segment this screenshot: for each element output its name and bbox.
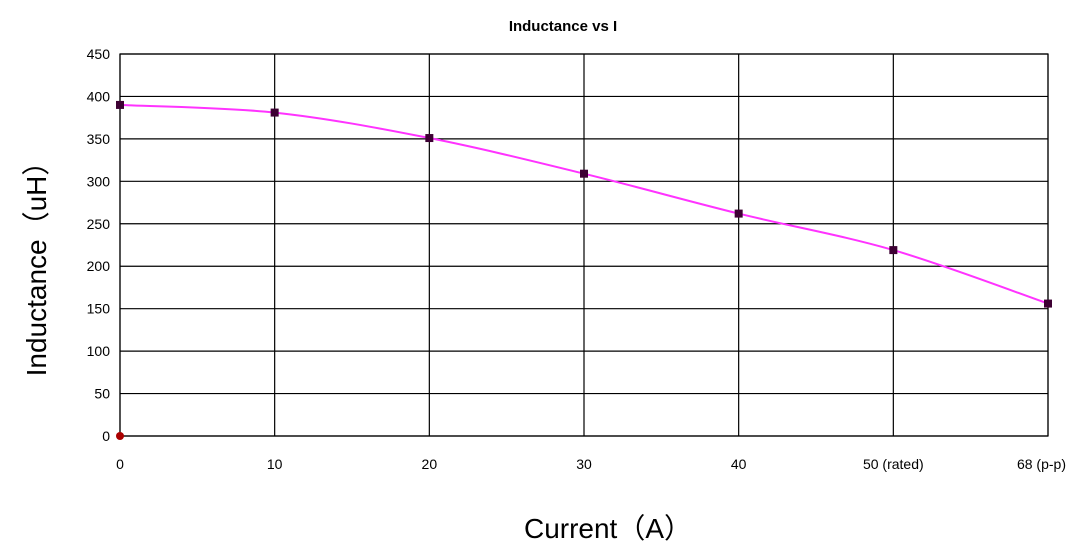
data-point-marker [889,246,898,255]
y-tick-label: 400 [87,88,111,104]
data-point-marker [1044,299,1052,308]
x-tick-label: 40 [731,456,747,472]
x-tick-labels: 0 10 20 30 40 50 (rated) 68 (p-p) [116,456,1066,472]
x-tick-label: 68 (p-p) [1017,456,1066,472]
plot-frame [119,53,1049,437]
x-tick-label: 50 (rated) [863,456,924,472]
data-point-marker [116,100,124,109]
y-tick-label: 200 [87,258,111,274]
y-tick-label: 0 [102,428,110,444]
x-tick-label: 20 [422,456,438,472]
y-tick-label: 250 [87,216,111,232]
chart-title: Inductance vs I [509,18,617,35]
data-point-marker [580,169,588,178]
y-tick-label: 450 [87,46,111,62]
origin-point-marker [116,432,124,440]
y-tick-label: 50 [94,386,110,402]
x-axis-label: Current（A） [524,513,692,541]
data-point-marker [734,209,743,218]
y-tick-labels: 0 50 100 150 200 250 300 350 400 450 [87,46,111,444]
y-axis-label: Inductance（uH） [21,148,52,377]
series-inductance [116,100,1052,440]
x-tick-label: 10 [267,456,283,472]
y-tick-label: 100 [87,343,111,359]
data-point-marker [425,134,434,143]
data-point-marker [270,108,279,117]
y-tick-label: 150 [87,301,111,317]
x-tick-label: 0 [116,456,124,472]
x-tick-label: 30 [576,456,592,472]
y-tick-label: 350 [87,131,111,147]
y-tick-label: 300 [87,173,111,189]
